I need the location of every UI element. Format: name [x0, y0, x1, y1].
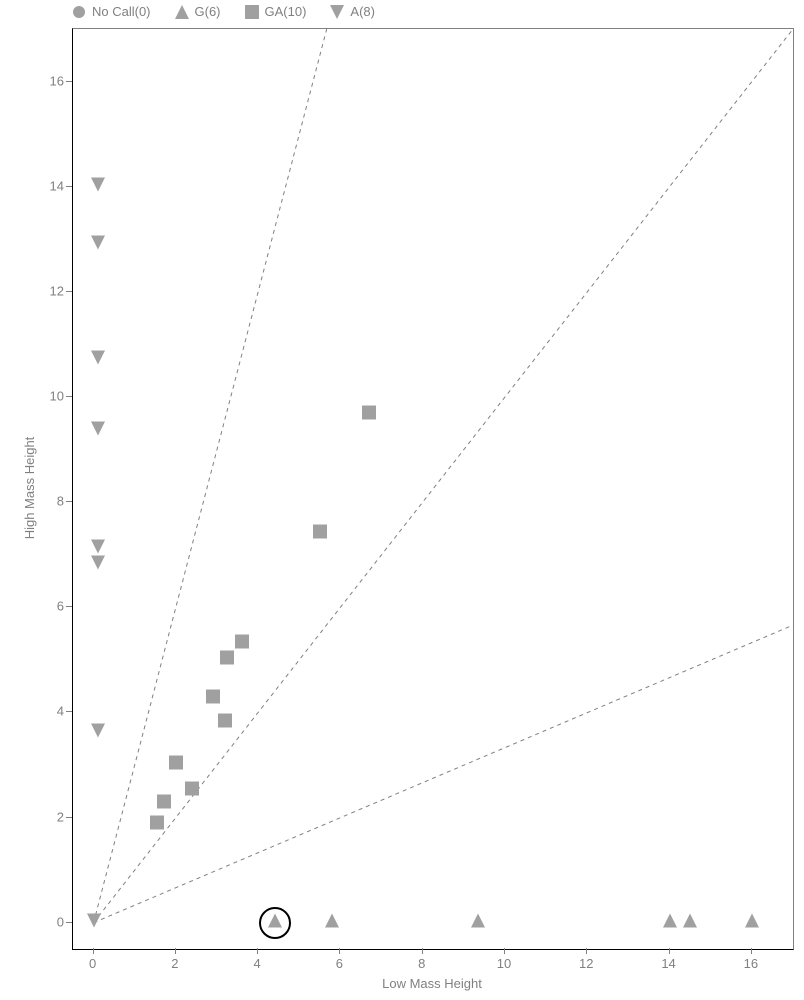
data-point-ga	[235, 635, 249, 654]
y-tick	[66, 711, 72, 712]
x-tick	[257, 948, 258, 954]
legend-item-a: A(8)	[330, 4, 375, 19]
reference-lines	[73, 29, 793, 949]
data-point-g	[683, 913, 697, 932]
y-tick-label: 12	[42, 283, 64, 298]
x-tick	[751, 948, 752, 954]
y-tick-label: 2	[42, 809, 64, 824]
y-tick	[66, 501, 72, 502]
data-point-ga	[185, 782, 199, 801]
x-tick	[175, 948, 176, 954]
legend-label: No Call(0)	[92, 4, 151, 19]
data-point-a	[91, 724, 105, 743]
legend-label: GA(10)	[265, 4, 307, 19]
data-point-ga	[218, 713, 232, 732]
x-tick	[422, 948, 423, 954]
plot-area	[72, 28, 794, 950]
highlight-circle	[259, 907, 291, 939]
y-tick-label: 6	[42, 599, 64, 614]
data-point-a	[91, 556, 105, 575]
x-tick	[586, 948, 587, 954]
data-point-ga	[169, 756, 183, 775]
x-tick-label: 0	[89, 956, 96, 971]
x-tick-label: 8	[418, 956, 425, 971]
x-tick	[669, 948, 670, 954]
x-tick	[339, 948, 340, 954]
y-tick	[66, 186, 72, 187]
chart-container: No Call(0) G(6) GA(10) A(8) Low Mass Hei…	[0, 0, 804, 1000]
legend-item-ga: GA(10)	[245, 4, 307, 19]
x-tick-label: 10	[497, 956, 511, 971]
y-tick-label: 4	[42, 704, 64, 719]
y-tick-label: 14	[42, 178, 64, 193]
data-point-ga	[150, 816, 164, 835]
y-tick-label: 0	[42, 914, 64, 929]
triangle-down-icon	[330, 5, 344, 19]
data-point-a	[91, 235, 105, 254]
x-tick-label: 6	[336, 956, 343, 971]
reference-line	[94, 29, 327, 923]
triangle-up-icon	[175, 5, 189, 19]
data-point-g	[325, 913, 339, 932]
x-tick	[504, 948, 505, 954]
x-tick-label: 12	[579, 956, 593, 971]
x-tick	[93, 948, 94, 954]
y-tick	[66, 606, 72, 607]
x-tick-label: 2	[171, 956, 178, 971]
data-point-g	[471, 913, 485, 932]
reference-line	[94, 625, 793, 923]
data-point-ga	[157, 795, 171, 814]
data-point-ga	[220, 650, 234, 669]
data-point-a	[87, 913, 101, 932]
legend-item-g: G(6)	[175, 4, 221, 19]
legend-item-nocall: No Call(0)	[72, 4, 151, 19]
circle-icon	[72, 5, 86, 19]
legend-label: A(8)	[350, 4, 375, 19]
data-point-a	[91, 351, 105, 370]
data-point-ga	[206, 690, 220, 709]
data-point-ga	[362, 406, 376, 425]
x-tick-label: 14	[661, 956, 675, 971]
data-point-a	[91, 422, 105, 441]
y-tick	[66, 922, 72, 923]
data-point-g	[745, 913, 759, 932]
legend: No Call(0) G(6) GA(10) A(8)	[72, 4, 375, 19]
x-axis-label: Low Mass Height	[382, 976, 482, 991]
x-tick-label: 16	[744, 956, 758, 971]
y-tick-label: 8	[42, 494, 64, 509]
y-tick	[66, 396, 72, 397]
square-icon	[245, 5, 259, 19]
legend-label: G(6)	[195, 4, 221, 19]
y-tick	[66, 81, 72, 82]
data-point-ga	[313, 524, 327, 543]
data-point-a	[91, 177, 105, 196]
y-tick-label: 16	[42, 73, 64, 88]
y-tick	[66, 817, 72, 818]
y-axis-label: High Mass Height	[22, 437, 37, 540]
y-tick	[66, 291, 72, 292]
data-point-g	[663, 913, 677, 932]
x-tick-label: 4	[254, 956, 261, 971]
y-tick-label: 10	[42, 389, 64, 404]
